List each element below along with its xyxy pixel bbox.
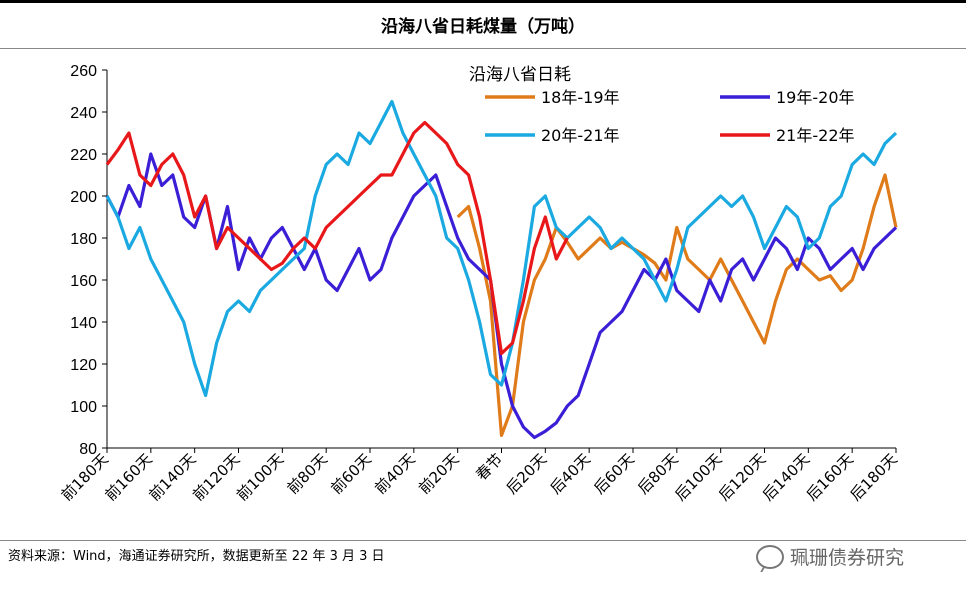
series-line-0 — [456, 173, 898, 437]
x-tick-label: 前20天 — [415, 450, 462, 497]
x-tick-label: 前180天 — [58, 450, 112, 504]
x-tick-label: 后180天 — [847, 450, 901, 504]
y-tick-label: 80 — [79, 441, 97, 458]
legend-label: 18年-19年 — [541, 88, 620, 107]
x-tick-label: 后40天 — [547, 450, 594, 497]
x-tick-label: 后140天 — [759, 450, 813, 504]
chart-axes: 80100120140160180200220240260前180天前160天前… — [58, 63, 901, 504]
x-tick-label: 前80天 — [284, 450, 331, 497]
wechat-icon — [756, 544, 784, 569]
plot-title: 沿海八省日耗 — [469, 65, 571, 85]
legend-label: 19年-20年 — [776, 88, 855, 107]
x-tick-label: 前140天 — [145, 450, 199, 504]
y-tick-label: 220 — [70, 147, 97, 164]
watermark-text: 珮珊债券研究 — [790, 547, 905, 569]
series-line-3 — [105, 120, 569, 356]
x-tick-label: 前60天 — [327, 450, 374, 497]
series-line-1 — [105, 152, 898, 440]
x-tick-label: 春节 — [472, 450, 506, 484]
x-tick-label: 前40天 — [371, 450, 418, 497]
y-tick-label: 240 — [70, 105, 97, 122]
x-tick-label: 后100天 — [671, 450, 725, 504]
x-tick-label: 后160天 — [803, 450, 857, 504]
x-tick-label: 后120天 — [715, 450, 769, 504]
x-tick-label: 后20天 — [503, 450, 550, 497]
series-line-2 — [105, 99, 898, 398]
y-tick-label: 160 — [70, 273, 97, 290]
x-tick-label: 前160天 — [101, 450, 155, 504]
watermark: 珮珊债券研究 — [756, 543, 904, 570]
chart-legend: 18年-19年 19年-20年 20年-21年 21年-22年 — [485, 88, 855, 145]
y-tick-label: 180 — [70, 231, 97, 248]
chart-title: 沿海八省日耗煤量（万吨） — [0, 0, 966, 46]
legend-label: 20年-21年 — [541, 126, 620, 145]
y-tick-label: 200 — [70, 189, 97, 206]
source-note: 资料来源：Wind，海通证券研究所，数据更新至 22 年 3 月 3 日 — [8, 549, 385, 564]
footer-divider — [0, 540, 966, 541]
y-tick-label: 120 — [70, 357, 97, 374]
title-divider — [0, 48, 966, 49]
line-chart: 80100120140160180200220240260前180天前160天前… — [58, 63, 901, 504]
y-tick-label: 100 — [70, 399, 97, 416]
y-tick-label: 140 — [70, 315, 97, 332]
y-tick-label: 260 — [70, 63, 97, 80]
x-tick-label: 前120天 — [189, 450, 243, 504]
x-tick-label: 前100天 — [233, 450, 287, 504]
chart-series — [105, 99, 898, 440]
x-tick-label: 后60天 — [590, 450, 637, 497]
legend-label: 21年-22年 — [776, 126, 855, 145]
